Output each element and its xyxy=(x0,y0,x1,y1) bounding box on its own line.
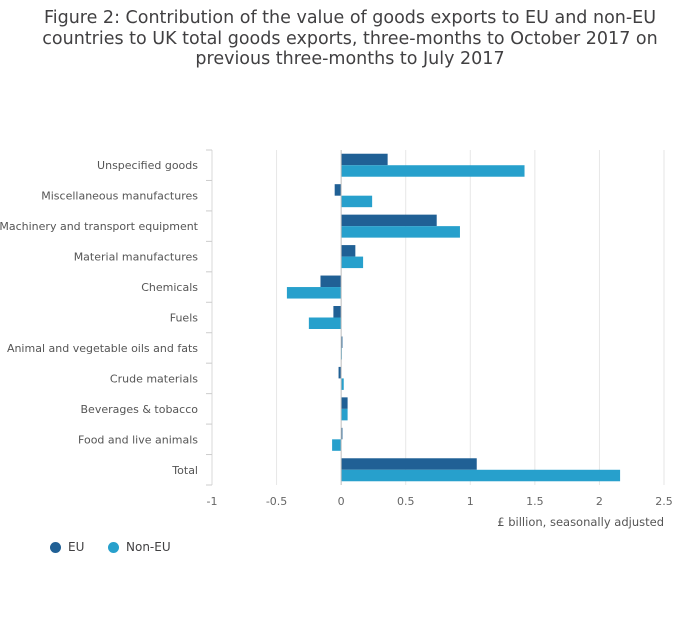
bar-eu xyxy=(338,366,342,379)
category-label: Crude materials xyxy=(110,372,198,385)
x-tick-label: 1.5 xyxy=(526,495,544,508)
category-label: Unspecified goods xyxy=(97,159,198,172)
category-label: Machinery and transport equipment xyxy=(0,220,199,233)
bar-non-eu xyxy=(341,195,373,208)
bar-non-eu xyxy=(332,439,342,451)
bar-non-eu xyxy=(341,226,460,238)
legend-label-non-eu: Non-EU xyxy=(126,540,171,554)
legend-item-non-eu[interactable]: Non-EU xyxy=(108,540,171,554)
legend-label-eu: EU xyxy=(68,540,85,554)
x-tick-label: 0.5 xyxy=(397,495,415,508)
bar-non-eu xyxy=(286,287,342,299)
bar-eu xyxy=(341,458,477,470)
bar-eu xyxy=(320,275,342,288)
category-label: Chemicals xyxy=(141,281,198,294)
bar-eu xyxy=(341,336,343,348)
bar-eu xyxy=(334,184,342,196)
x-tick-label: 2 xyxy=(596,495,603,508)
chart-title-line-1: Figure 2: Contribution of the value of g… xyxy=(43,8,657,28)
category-label: Food and live animals xyxy=(78,433,198,446)
bar-non-eu xyxy=(341,165,525,177)
x-tick-label: -1 xyxy=(207,495,218,508)
bar-non-eu xyxy=(341,378,344,390)
legend-swatch-eu xyxy=(50,541,61,553)
category-label: Beverages & tobacco xyxy=(81,403,199,416)
category-label: Miscellaneous manufactures xyxy=(41,190,198,203)
category-label: Total xyxy=(171,464,198,477)
bar-eu xyxy=(341,214,437,227)
legend-item-eu[interactable]: EU xyxy=(50,540,84,554)
bar-non-eu xyxy=(341,408,348,421)
bar-eu xyxy=(341,153,388,166)
category-label: Material manufactures xyxy=(74,251,199,264)
bar-non-eu xyxy=(308,317,342,329)
x-tick-label: 2.5 xyxy=(655,495,673,508)
chart-title: Figure 2: Contribution of the value of g… xyxy=(0,8,700,70)
x-axis-title: £ billion, seasonally adjusted xyxy=(497,515,664,529)
legend-swatch-non-eu xyxy=(108,541,119,553)
x-tick-label: 0 xyxy=(338,495,345,508)
category-label: Animal and vegetable oils and fats xyxy=(7,342,198,355)
bar-eu xyxy=(341,245,356,257)
bar-non-eu xyxy=(341,469,621,482)
bar-non-eu xyxy=(341,256,364,269)
x-tick-label: 1 xyxy=(467,495,474,508)
chart-title-line-3: previous three-months to July 2017 xyxy=(195,49,505,69)
x-tick-label: -0.5 xyxy=(266,495,287,508)
category-label: Fuels xyxy=(170,312,199,325)
bar-eu xyxy=(341,427,343,440)
bar-eu xyxy=(341,397,348,409)
bar-eu xyxy=(333,306,342,318)
chart-title-line-2: countries to UK total goods exports, thr… xyxy=(42,28,658,49)
